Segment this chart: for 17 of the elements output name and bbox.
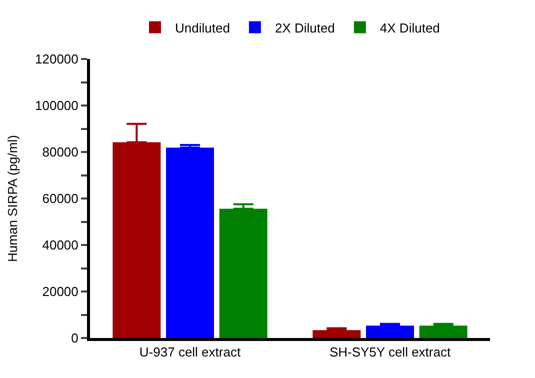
y-axis-title: Human SIRPA (pg/ml) [4, 135, 20, 262]
bar [419, 326, 468, 338]
x-tick-label: U-937 cell extract [139, 344, 241, 360]
y-tick-label: 40000 [42, 238, 78, 253]
y-tick-label: 80000 [42, 144, 78, 160]
y-tick-label: 120000 [35, 52, 78, 67]
legend-label: 2X Diluted [274, 20, 335, 36]
legend-label: Undiluted [175, 20, 230, 36]
y-tick-label: 100000 [35, 98, 78, 114]
x-tick-label: SH-SY5Y cell extract [329, 344, 451, 360]
bar [312, 330, 361, 338]
y-tick-label: 20000 [42, 284, 78, 300]
legend-label: 4X Diluted [380, 20, 440, 36]
y-tick-label: 0 [71, 330, 78, 346]
bar [166, 148, 214, 338]
y-tick-label: 60000 [42, 191, 78, 206]
bar [366, 326, 414, 338]
